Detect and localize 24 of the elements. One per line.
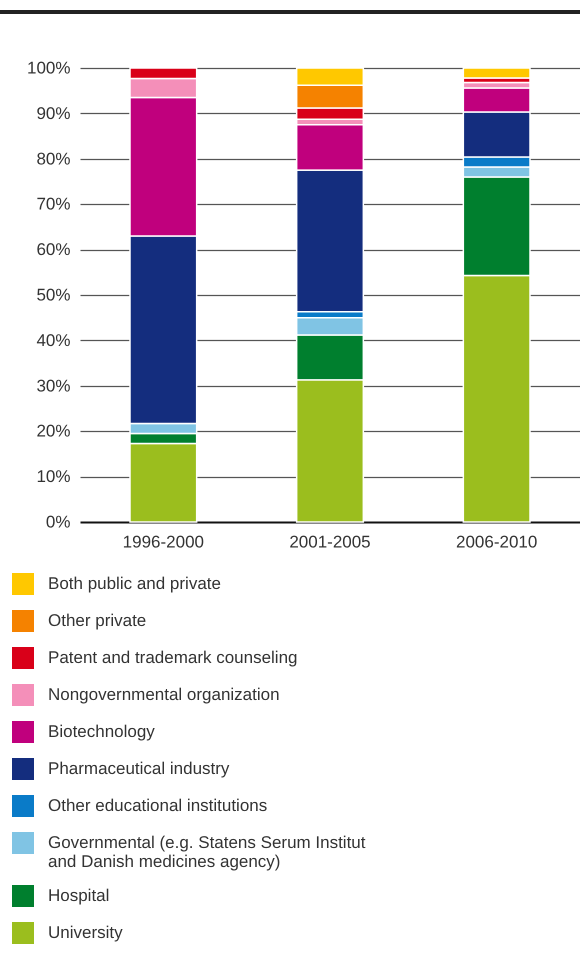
legend-label: Pharmaceutical industry [48,759,230,778]
legend-label: Nongovernmental organization [48,685,280,704]
x-tick-label: 1996-2000 [122,532,204,552]
legend-label: Hospital [48,886,110,905]
y-tick-label: 100% [27,58,70,78]
legend-label: Other private [48,611,146,630]
y-tick-label: 80% [36,149,70,168]
legend-label: Governmental (e.g. Statens Serum Institut and Danish medicines agency) [48,833,366,871]
legend-label: Other educational institutions [48,796,268,815]
y-tick-label: 0% [46,512,70,532]
y-tick-label: 30% [36,376,70,396]
y-tick-label: 50% [36,286,70,304]
y-tick-label: 20% [36,422,70,441]
y-tick-label: 60% [36,240,70,260]
legend-label: Biotechnology [48,722,156,741]
x-tick-label: 2006-2010 [456,532,538,552]
legend-label: Patent and trademark counseling [48,648,298,667]
y-tick-label: 70% [36,194,70,214]
legend-label: Both public and private [48,574,221,593]
y-tick-label: 90% [36,104,70,123]
legend-label: University [48,923,124,942]
y-tick-label: 10% [36,467,70,486]
x-tick-label: 2001-2005 [289,532,371,552]
y-tick-label: 40% [36,330,70,350]
